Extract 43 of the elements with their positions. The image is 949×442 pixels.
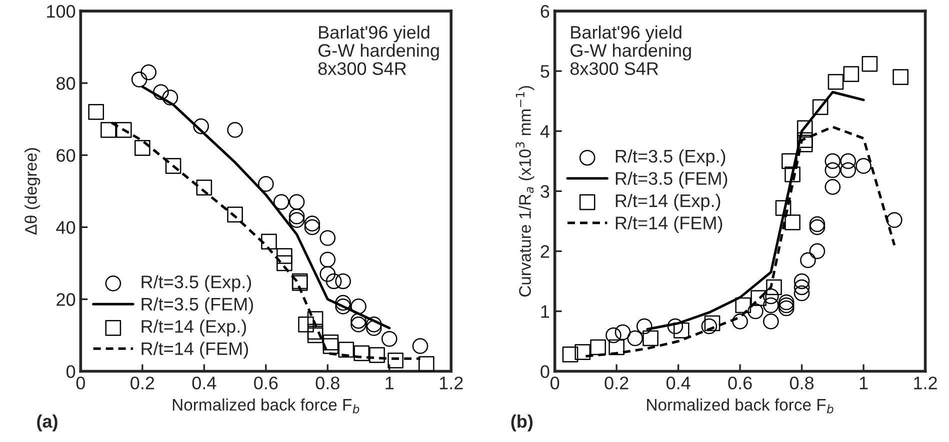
x-axis-title: Normalized back force F$_{b}$: [647, 398, 834, 414]
y-tick-label: 5: [540, 65, 550, 78]
annotation: Barlat'96 yield G-W hardening 8x300 S4R: [570, 25, 691, 75]
y-axis-title: Δθ (degree): [24, 148, 40, 235]
y-tick-label: 6: [540, 4, 550, 18]
legend-label: R/t=3.5 (Exp.): [616, 149, 726, 166]
y-tick-label: 2: [540, 245, 550, 258]
x-tick-label: 1: [386, 376, 394, 390]
y-tick-label: 4: [540, 125, 550, 138]
x-tick-label: 1.2: [440, 376, 463, 390]
y-tick-label: 1: [541, 305, 550, 318]
x-tick-label: 0: [76, 376, 85, 390]
y-tick-label: 0: [66, 365, 76, 378]
x-tick-label: 1: [860, 376, 868, 390]
x-tick-label: 0.6: [728, 376, 752, 390]
x-tick-label: 0.8: [790, 376, 814, 390]
y-tick-label: 40: [56, 221, 76, 234]
y-tick-label: 20: [56, 293, 76, 306]
annotation: Barlat'96 yield G-W hardening 8x300 S4R: [318, 25, 439, 75]
text: (b): [511, 414, 533, 432]
y-tick-label: 80: [56, 77, 76, 90]
x-tick-label: 1.2: [914, 376, 937, 390]
x-tick-label: 0.2: [130, 376, 154, 390]
x-tick-label: 0: [550, 376, 560, 390]
legend-label: R/t=3.5 (FEM): [142, 297, 253, 314]
text: (a): [37, 414, 58, 432]
legend-label: R/t=14 (Exp.): [142, 320, 246, 336]
y-tick-label: 0: [540, 365, 550, 378]
legend-label: R/t=3.5 (Exp.): [142, 275, 252, 292]
y-tick-label: 3: [540, 185, 550, 198]
y-tick-label: 100: [47, 4, 76, 18]
x-tick-label: 0.4: [192, 376, 216, 390]
legend-label: R/t=14 (Exp.): [616, 194, 720, 211]
x-tick-label: 0.4: [666, 376, 690, 390]
legend-label: R/t=14 (FEM): [616, 216, 722, 233]
y-tick-label: 60: [56, 149, 76, 162]
y-axis-title: Curvature 1/R$_{a}$ (x10$^{3}$ mm$^{−1}$): [516, 86, 534, 297]
x-tick-label: 0.8: [316, 376, 340, 390]
legend-label: R/t=14 (FEM): [142, 342, 248, 359]
x-axis-title: Normalized back force F$_{b}$: [172, 398, 360, 414]
x-tick-label: 0.6: [254, 376, 278, 390]
legend-label: R/t=3.5 (FEM): [616, 172, 728, 188]
x-tick-label: 0.2: [604, 376, 628, 390]
